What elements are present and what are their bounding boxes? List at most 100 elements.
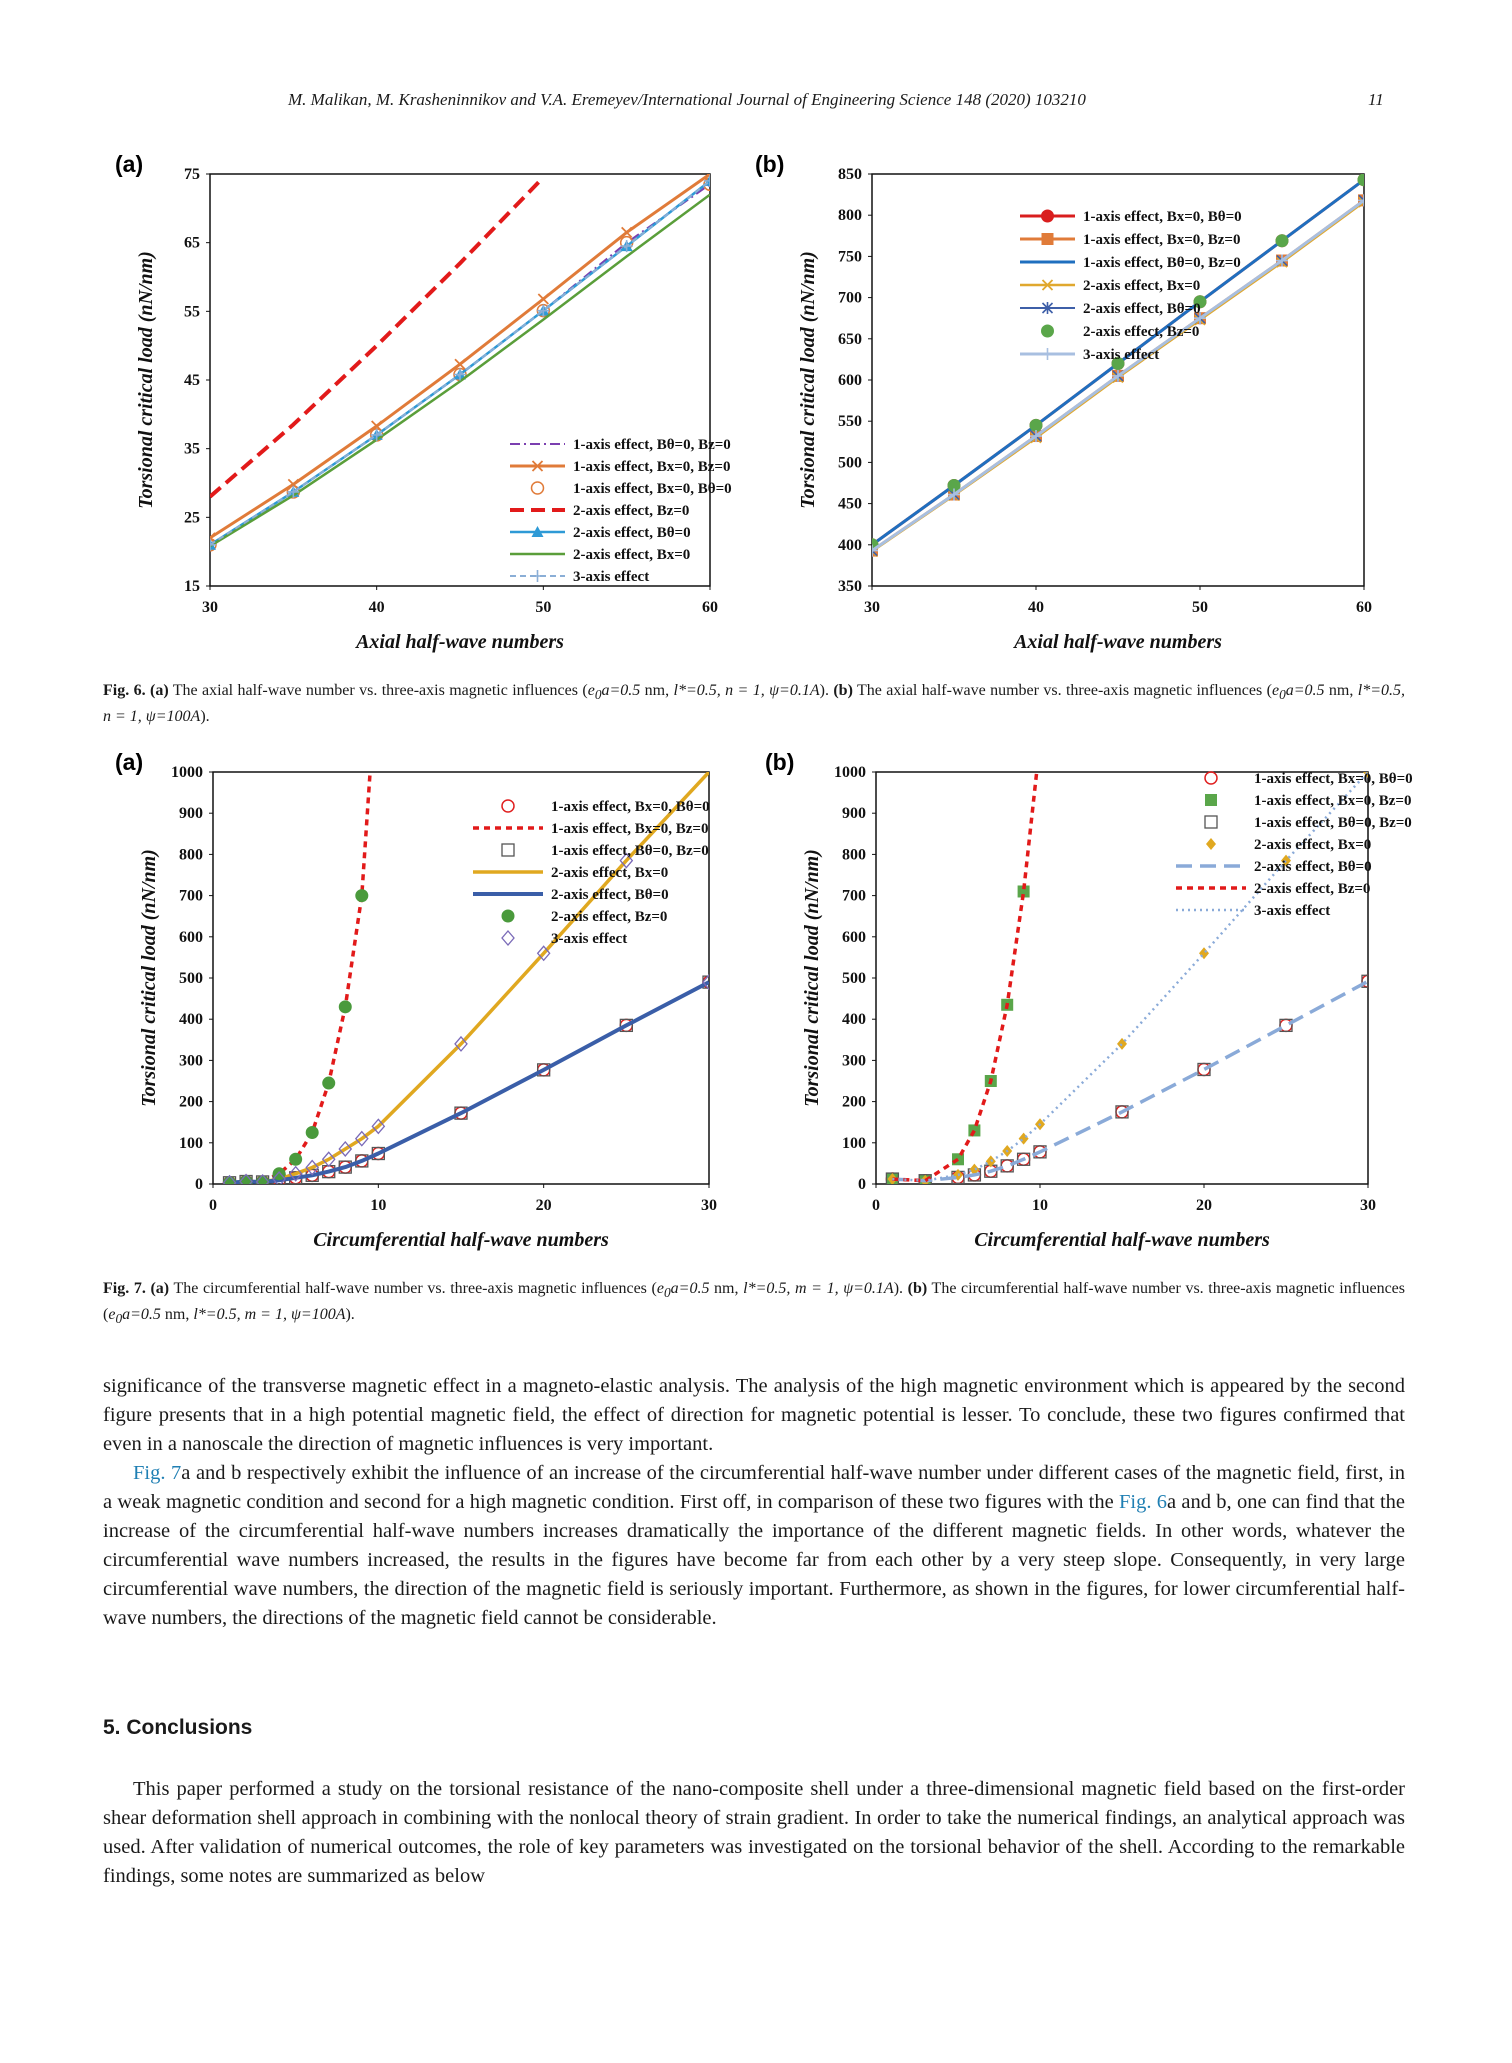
data-point [370,428,383,441]
caption-fragment: 0 [594,687,602,703]
legend-marker [1206,838,1216,850]
legend-label: 2-axis effect, Bθ=0 [1083,301,1201,317]
caption-fragment: ). [893,1280,908,1297]
fig6-caption-label: Fig. 6. [103,682,146,699]
data-point [371,1146,385,1161]
data-point [1276,254,1288,267]
caption-fragment: 0 [115,1311,123,1327]
legend-marker [501,843,515,857]
legend-marker [1041,209,1054,223]
panel-label: (a) [115,151,143,177]
legend-marker [1041,233,1054,245]
data-point [1193,295,1207,309]
legend-label: 1-axis effect, Bx=0, Bθ=0 [573,481,732,497]
legend: 1-axis effect, Bx=0, Bθ=0 1-axis effect, … [473,799,710,947]
fig6b-svg: (b) 350 400 450 500 550 600 650 700 750 800 850 30 40… [755,151,1372,653]
legend-marker [501,930,515,946]
legend-label: 1-axis effect, Bx=0, Bθ=0 [1254,771,1413,787]
data-point [454,358,466,370]
page-number: 11 [1368,90,1384,109]
data-point [1194,312,1206,325]
fig6-link[interactable]: Fig. 6 [1118,1491,1168,1513]
y-tick-label: 800 [179,846,203,863]
series-line [892,772,1368,1182]
y-tick-label: 550 [838,413,862,430]
legend-label: 2-axis effect, Bz=0 [573,503,689,519]
y-tick-label: 700 [842,888,866,905]
y-tick-label: 700 [838,290,862,307]
legend-marker [531,526,544,537]
x-tick-label: 40 [1028,599,1044,616]
caption-fragment: ). [345,1306,355,1324]
legend-label: 1-axis effect, Bx=0, Bz=0 [573,459,730,475]
y-tick-label: 500 [842,970,866,987]
fig7-caption: Fig. 7. (a) The circumferential half-wav… [103,1278,1405,1330]
data-point [704,174,710,180]
y-tick-label: 450 [838,496,862,513]
data-point [948,488,960,501]
data-point [1033,1145,1047,1159]
data-point [454,1035,468,1052]
y-tick-label: 400 [838,537,862,554]
series-7 [222,852,709,1184]
y-tick-label: 500 [179,970,203,987]
fig6b-chart: (b) 350 400 450 500 550 600 650 700 750 800 850 30 40… [755,151,1390,660]
legend-marker [530,481,545,495]
series-6 [892,772,1039,1183]
legend-label: 1-axis effect, Bx=0, Bz=0 [1083,232,1240,248]
y-tick-label: 850 [838,166,862,183]
legend-label: 1-axis effect, Bx=0, Bz=0 [551,821,708,837]
data-point [704,174,710,187]
y-tick-label: 200 [842,1094,866,1111]
caption-fragment: ). [200,708,210,726]
caption-fragment: The axial half-wave number vs. three-axi… [852,682,1272,699]
legend-label: 2-axis effect, Bz=0 [1254,881,1370,897]
data-point [1111,357,1125,371]
y-tick-label: 900 [842,805,866,822]
data-point [985,1155,996,1168]
y-tick-label: 400 [842,1011,866,1028]
y-tick-label: 400 [179,1011,203,1028]
x-tick-label: 10 [1032,1197,1048,1214]
caption-fragment: The circumferential half-wave number vs.… [169,1280,657,1297]
legend-label: 2-axis effect, Bz=0 [551,909,667,925]
fig7-link[interactable]: Fig. 7 [133,1462,182,1484]
caption-fragment: =0.5 [1293,682,1325,699]
data-point [702,974,709,991]
legend-marker [501,909,515,923]
fig6-caption: Fig. 6. (a) The axial half-wave number v… [103,680,1405,728]
legend: 1-axis effect, Bx=0, Bθ=0 1-axis effect, … [1020,209,1242,363]
legend-marker [1205,794,1217,806]
data-point [1016,1152,1031,1166]
x-tick-label: 50 [1192,599,1208,616]
y-tick-label: 0 [858,1176,866,1193]
legend-label: 2-axis effect, Bθ=0 [551,887,669,903]
y-tick-label: 700 [179,888,203,905]
legend-label: 3-axis effect [1083,347,1159,363]
y-tick-label: 0 [195,1176,203,1193]
y-axis-title: Torsional critical load (nN/nm) [135,251,157,509]
y-tick-label: 45 [184,372,200,389]
legend-label: 2-axis effect, Bθ=0 [573,525,691,541]
x-axis-title: Circumferential half-wave numbers [974,1229,1270,1251]
data-point [1361,974,1368,988]
data-point [371,1118,386,1135]
data-point [1115,1105,1129,1119]
caption-fragment: =0.5 [609,682,641,699]
paragraph-1: significance of the transverse magnetic … [103,1375,1405,1455]
fig7a-chart: (a) 0 100 200 300 400 500 600 700 800 900 1000 0 10 20… [115,749,730,1258]
legend: 1-axis effect, Bθ=0, Bz=0 1-axis effect, … [510,437,732,585]
series-2 [229,772,372,1184]
fig6a-svg: (a) 15 25 35 45 55 65 75 30 40 50 60 Axial half-wave… [115,151,732,653]
series-line [892,979,1368,1183]
series-line [892,772,1039,1183]
caption-fragment: (b) [833,682,853,699]
data-point [239,1175,253,1184]
data-point [338,1140,353,1157]
paragraph-2: Fig. 7a and b respectively exhibit the i… [103,1459,1405,1633]
caption-fragment: (a) [150,1280,170,1297]
legend-marker [531,460,544,472]
caption-fragment: e [656,1280,664,1297]
caption-fragment: e [1271,682,1280,699]
section-title: 5. Conclusions [103,1716,253,1739]
